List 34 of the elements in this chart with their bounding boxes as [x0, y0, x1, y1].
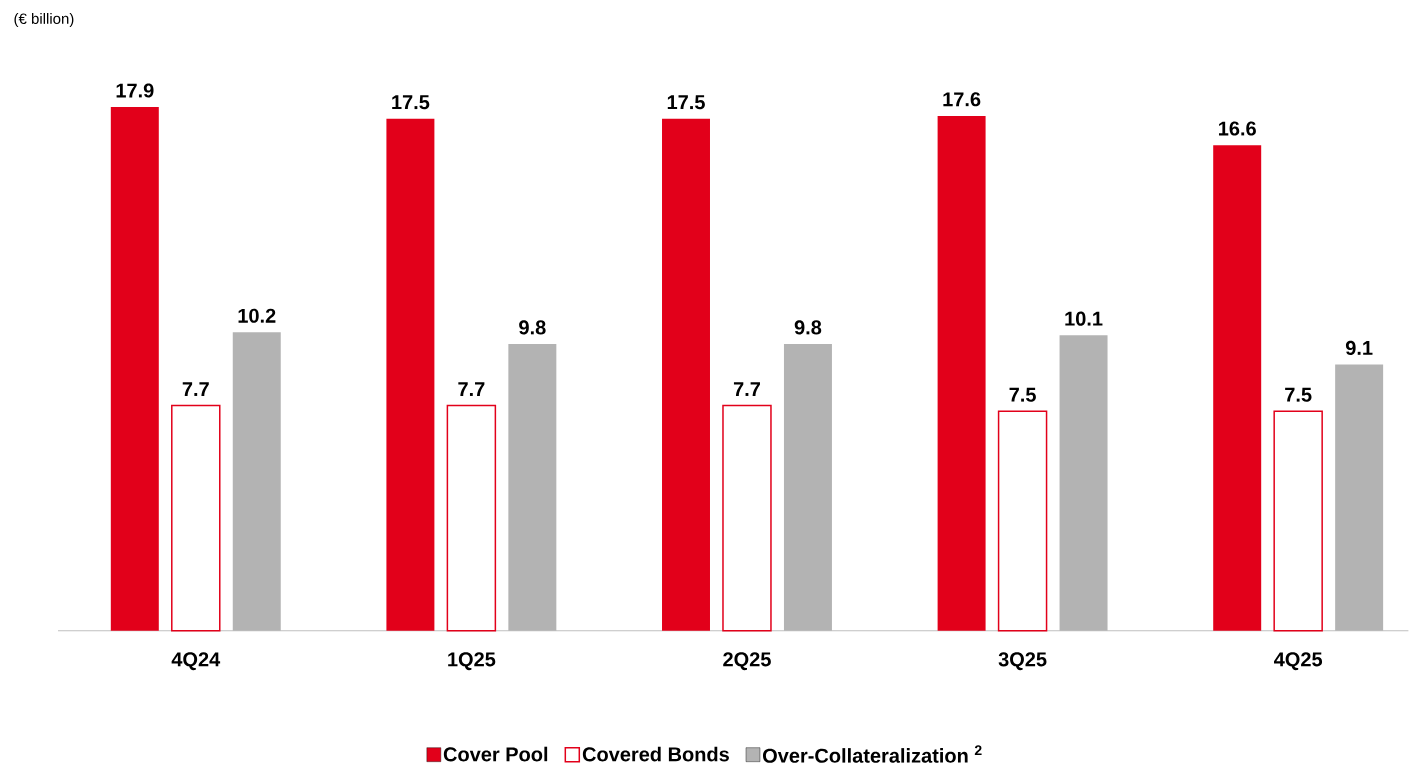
- bar: [110, 107, 159, 631]
- x-tick-label: 2Q25: [723, 652, 771, 671]
- x-tick-label: 3Q25: [998, 652, 1047, 671]
- bar: [1273, 410, 1323, 632]
- data-label: 7.7: [458, 382, 485, 396]
- data-label: 10.2: [238, 308, 276, 323]
- legend-label: Covered Bonds: [582, 746, 729, 762]
- bar: [937, 115, 986, 631]
- x-tick-label: 4Q25: [1274, 652, 1323, 671]
- x-tick-label: 4Q24: [171, 652, 221, 671]
- data-label: 9.8: [794, 320, 822, 335]
- bar: [997, 410, 1048, 632]
- data-label: 17.6: [943, 92, 981, 107]
- data-label: 16.6: [1218, 121, 1256, 136]
- data-label: 17.5: [392, 95, 430, 110]
- bar: [1213, 145, 1262, 631]
- data-label: 9.1: [1345, 340, 1373, 355]
- data-label: 9.8: [519, 320, 546, 335]
- bar: [722, 404, 772, 632]
- data-label: 10.1: [1065, 311, 1103, 326]
- data-label: 7.7: [733, 382, 760, 396]
- data-label: 7.5: [1009, 387, 1036, 402]
- bar: [171, 404, 221, 632]
- bar: [446, 404, 497, 632]
- text: (€ billion): [14, 12, 74, 27]
- bar: [386, 118, 435, 631]
- x-tick-label: 1Q25: [448, 652, 496, 671]
- bar: [662, 118, 710, 631]
- data-label: 17.9: [116, 83, 154, 98]
- data-label: 7.7: [182, 382, 209, 396]
- legend-label: Cover Pool: [443, 746, 548, 762]
- legend-label: Over-Collateralization $^{2}$: [762, 745, 982, 763]
- data-label: 7.5: [1285, 387, 1312, 402]
- data-label: 17.5: [667, 95, 705, 110]
